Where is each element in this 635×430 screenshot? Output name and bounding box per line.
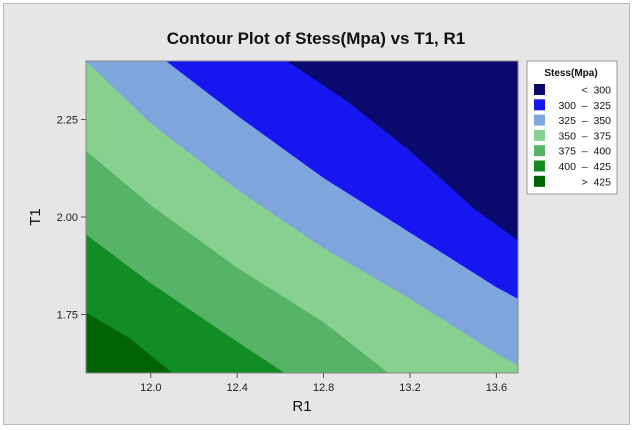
legend-entries: < 300 300 – 325 325 – 350 350 – 375 375 – 40… [534, 84, 611, 188]
legend-swatch [534, 160, 545, 172]
legend: Stess(Mpa) < 300 300 – 325 325 – 350 350 – … [526, 60, 618, 195]
legend-swatch [534, 114, 545, 126]
legend-label: < 300 [582, 85, 612, 97]
legend-swatch [534, 84, 545, 95]
legend-swatch [534, 175, 545, 187]
y-axis-title: T1 [27, 208, 44, 226]
y-tick-label: 1.75 [57, 310, 78, 322]
x-axis-title: R1 [292, 398, 311, 415]
legend-box [526, 60, 618, 195]
legend-label: 325 – 350 [558, 115, 611, 127]
legend-label: 300 – 325 [558, 100, 611, 112]
legend-title: Stess(Mpa) [544, 68, 597, 79]
y-axis: 1.75 2.00 2.25 [57, 115, 86, 322]
legend-swatch [534, 145, 545, 157]
legend-label: > 425 [582, 176, 612, 188]
x-tick-label: 13.6 [486, 382, 507, 394]
y-tick-label: 2.00 [57, 212, 78, 224]
legend-label: 350 – 375 [558, 130, 611, 142]
x-tick-label: 12.8 [313, 382, 334, 394]
legend-label: 400 – 425 [558, 161, 611, 173]
x-tick-label: 12.0 [140, 382, 161, 394]
y-tick-label: 2.25 [57, 115, 78, 127]
chart-frame: Contour Plot of Stess(Mpa) vs T1, R1 12.… [3, 3, 630, 425]
plot-area [86, 61, 518, 373]
x-tick-label: 13.2 [399, 382, 420, 394]
legend-label: 375 – 400 [558, 146, 611, 158]
x-axis: 12.0 12.4 12.8 13.2 13.6 [140, 373, 507, 394]
x-tick-label: 12.4 [226, 382, 247, 394]
legend-swatch [534, 99, 545, 111]
legend-swatch [534, 129, 545, 141]
contour-chart: Contour Plot of Stess(Mpa) vs T1, R1 12.… [27, 29, 618, 415]
chart-title: Contour Plot of Stess(Mpa) vs T1, R1 [167, 29, 465, 48]
contour-region-below-300 [286, 61, 518, 241]
